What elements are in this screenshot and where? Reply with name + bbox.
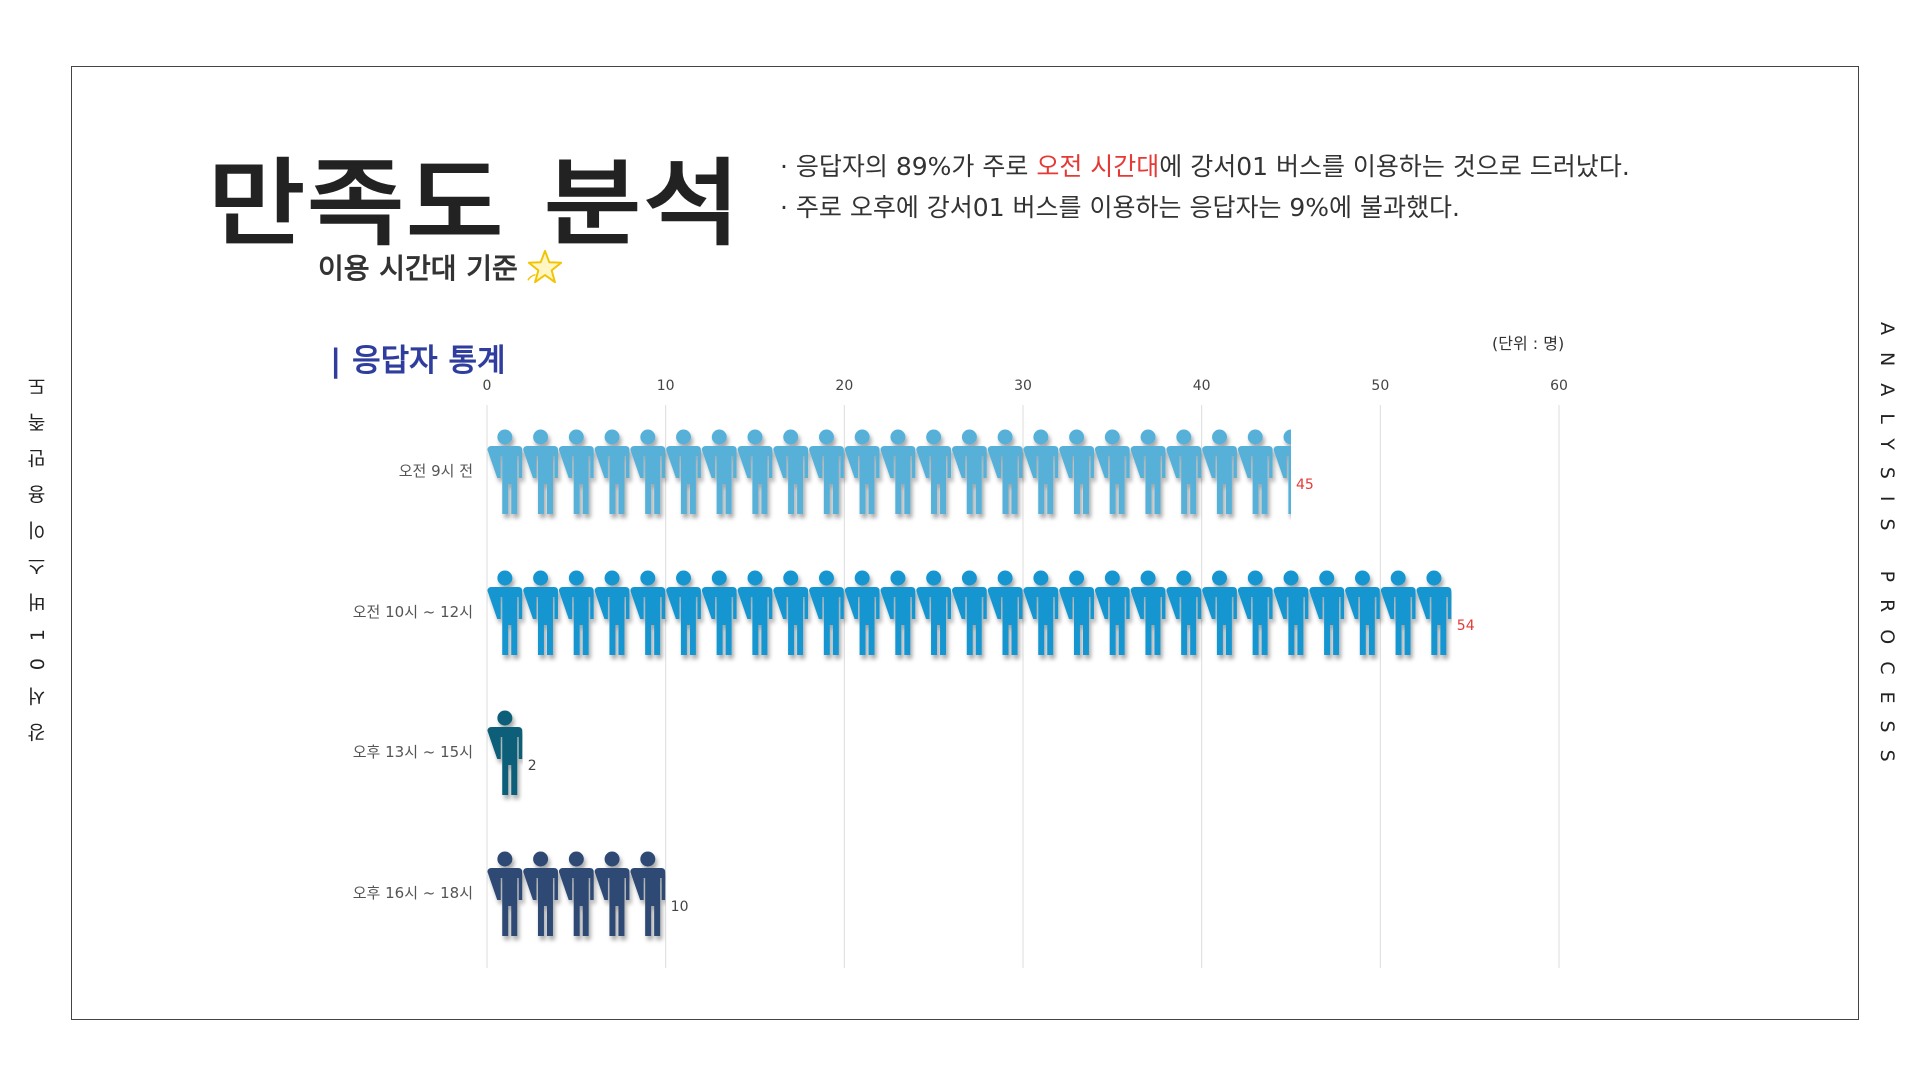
person-icon <box>558 429 594 514</box>
person-icon <box>1094 570 1130 655</box>
person-icon <box>701 570 737 655</box>
person-icon <box>701 429 737 514</box>
person-icon <box>880 570 916 655</box>
chart-unit: (단위 : 명) <box>1492 334 1565 353</box>
person-icon <box>1345 570 1380 655</box>
bar-2 <box>487 570 1452 655</box>
bullet-2-prefix: · 주로 오후에 강서01 버스를 이용하는 응답자는 9%에 불과했다. <box>780 193 1460 222</box>
slide-frame <box>71 66 1859 1020</box>
person-icon <box>773 570 809 655</box>
person-icon <box>1059 429 1094 514</box>
chart-title-bar: | <box>330 343 353 379</box>
bar-1 <box>487 429 1291 514</box>
x-tick-label: 0 <box>482 378 492 394</box>
person-icon <box>1416 570 1452 655</box>
bullet-1-prefix: · 응답자의 89%가 주로 <box>780 152 1037 181</box>
person-icon <box>987 429 1023 514</box>
person-icon <box>737 429 773 514</box>
person-icon <box>737 570 773 655</box>
person-icon <box>487 570 523 655</box>
bullet-2: · 주로 오후에 강서01 버스를 이용하는 응답자는 9%에 불과했다. <box>780 187 1630 228</box>
person-icon <box>594 429 630 514</box>
chart-title: | 응답자 통계 <box>330 335 506 380</box>
person-icon <box>487 851 523 936</box>
star-icon <box>527 249 562 284</box>
x-tick-label: 60 <box>1550 378 1568 394</box>
person-icon <box>1023 429 1059 514</box>
person-icon <box>952 570 987 655</box>
value-label: 45 <box>1296 477 1314 493</box>
person-icon <box>1380 570 1416 655</box>
bar-3 <box>487 710 523 795</box>
person-icon <box>916 570 952 655</box>
person-icon <box>594 570 630 655</box>
person-icon <box>630 570 666 655</box>
category-label: 오후 16시 ~ 18시 <box>352 884 473 902</box>
x-tick-label: 50 <box>1371 378 1390 394</box>
side-text-right: ANALYSIS PROCESS <box>1876 322 1898 779</box>
category-label: 오전 9시 전 <box>398 462 473 480</box>
bar-4 <box>487 851 666 936</box>
person-icon <box>1130 570 1166 655</box>
person-icon <box>487 710 523 795</box>
person-icon <box>558 851 594 936</box>
person-icon <box>809 570 844 655</box>
person-icon <box>809 429 844 514</box>
chart-title-text: 응답자 통계 <box>352 343 506 379</box>
x-tick-label: 10 <box>656 378 675 394</box>
person-icon <box>487 429 523 514</box>
person-icon <box>558 570 594 655</box>
person-icon <box>523 570 558 655</box>
person-icon <box>880 429 916 514</box>
person-icon <box>1023 570 1059 655</box>
person-icon <box>987 570 1023 655</box>
category-label: 오전 10시 ~ 12시 <box>352 603 473 621</box>
person-icon <box>1130 429 1166 514</box>
x-tick-label: 20 <box>835 378 854 394</box>
person-icon <box>844 570 880 655</box>
x-tick-label: 40 <box>1192 378 1211 394</box>
person-icon <box>523 851 558 936</box>
person-icon <box>594 851 630 936</box>
person-icon <box>630 429 666 514</box>
person-icon <box>916 429 952 514</box>
person-icon <box>773 429 809 514</box>
value-label: 2 <box>527 758 537 774</box>
value-label: 54 <box>1456 618 1475 634</box>
person-icon <box>952 429 987 514</box>
person-icon <box>1166 429 1202 514</box>
value-label: 10 <box>670 899 689 915</box>
person-icon <box>630 851 666 936</box>
person-icon <box>666 429 701 514</box>
person-icon <box>1273 429 1291 514</box>
person-icon <box>1166 570 1202 655</box>
person-icon <box>1059 570 1094 655</box>
bullet-1-suffix: 에 강서01 버스를 이용하는 것으로 드러났다. <box>1159 152 1630 181</box>
person-icon <box>1202 429 1237 514</box>
person-icon <box>523 429 558 514</box>
page-subtitle-text: 이용 시간대 기준 <box>318 252 518 285</box>
person-icon <box>1273 570 1309 655</box>
bullet-1-highlight: 오전 시간대 <box>1036 152 1160 181</box>
person-icon <box>1309 570 1345 655</box>
person-icon <box>1094 429 1130 514</box>
x-tick-label: 30 <box>1014 378 1032 394</box>
summary-bullets: · 응답자의 89%가 주로 오전 시간대에 강서01 버스를 이용하는 것으로… <box>780 146 1630 228</box>
person-icon <box>844 429 880 514</box>
person-icon <box>1237 570 1273 655</box>
page-subtitle: 이용 시간대 기준 <box>318 247 564 287</box>
person-icon <box>666 570 701 655</box>
person-icon <box>1202 570 1237 655</box>
category-label: 오후 13시 ~ 15시 <box>352 743 473 761</box>
page-title: 만족도 분석 <box>208 150 743 259</box>
person-icon <box>1237 429 1273 514</box>
bullet-1: · 응답자의 89%가 주로 오전 시간대에 강서01 버스를 이용하는 것으로… <box>780 146 1630 187</box>
